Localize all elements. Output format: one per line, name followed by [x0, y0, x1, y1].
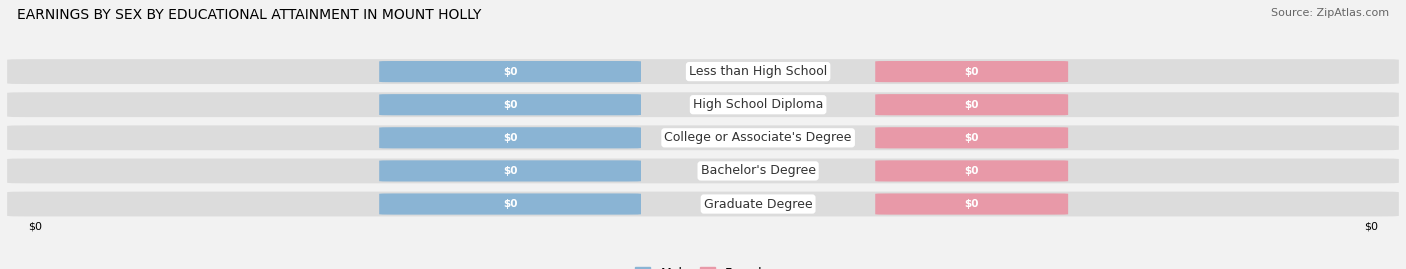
- Legend: Male, Female: Male, Female: [636, 267, 770, 269]
- FancyBboxPatch shape: [380, 61, 641, 82]
- FancyBboxPatch shape: [7, 125, 1399, 150]
- Text: $0: $0: [503, 100, 517, 110]
- Text: $0: $0: [503, 166, 517, 176]
- Text: $0: $0: [965, 67, 979, 77]
- FancyBboxPatch shape: [7, 92, 1399, 117]
- FancyBboxPatch shape: [875, 160, 1069, 182]
- FancyBboxPatch shape: [380, 127, 641, 148]
- Text: Graduate Degree: Graduate Degree: [704, 197, 813, 211]
- FancyBboxPatch shape: [7, 158, 1399, 183]
- FancyBboxPatch shape: [7, 192, 1399, 217]
- Text: $0: $0: [503, 133, 517, 143]
- Text: $0: $0: [503, 199, 517, 209]
- Text: Source: ZipAtlas.com: Source: ZipAtlas.com: [1271, 8, 1389, 18]
- FancyBboxPatch shape: [875, 61, 1069, 82]
- Text: $0: $0: [965, 100, 979, 110]
- Text: High School Diploma: High School Diploma: [693, 98, 824, 111]
- FancyBboxPatch shape: [875, 94, 1069, 115]
- Text: $0: $0: [965, 133, 979, 143]
- Text: $0: $0: [965, 166, 979, 176]
- Text: $0: $0: [1364, 221, 1378, 231]
- FancyBboxPatch shape: [7, 59, 1399, 84]
- Text: Bachelor's Degree: Bachelor's Degree: [700, 164, 815, 178]
- FancyBboxPatch shape: [875, 127, 1069, 148]
- Text: Less than High School: Less than High School: [689, 65, 827, 78]
- Text: College or Associate's Degree: College or Associate's Degree: [665, 131, 852, 144]
- Text: $0: $0: [965, 199, 979, 209]
- FancyBboxPatch shape: [875, 193, 1069, 215]
- FancyBboxPatch shape: [380, 160, 641, 182]
- FancyBboxPatch shape: [380, 94, 641, 115]
- Text: EARNINGS BY SEX BY EDUCATIONAL ATTAINMENT IN MOUNT HOLLY: EARNINGS BY SEX BY EDUCATIONAL ATTAINMEN…: [17, 8, 481, 22]
- FancyBboxPatch shape: [380, 193, 641, 215]
- Text: $0: $0: [503, 67, 517, 77]
- Text: $0: $0: [28, 221, 42, 231]
